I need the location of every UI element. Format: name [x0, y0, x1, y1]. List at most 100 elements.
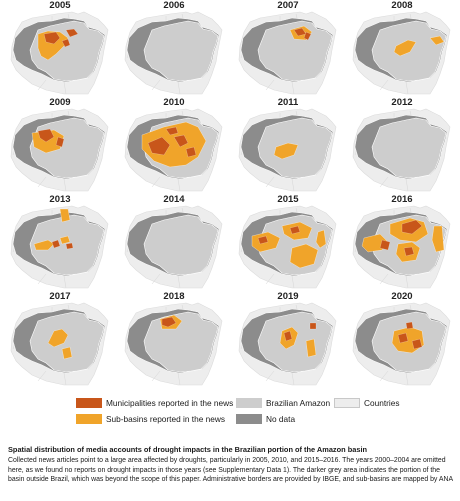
brazilian-amazon	[143, 214, 219, 276]
municipality-reported-area	[51, 239, 61, 249]
map-panel-2016: 2016	[346, 194, 458, 291]
municipality-reported-area	[65, 28, 79, 38]
map-panel-2007: 2007	[232, 0, 344, 97]
municipality-reported-area	[43, 31, 61, 45]
amazon-basin-map	[124, 205, 223, 289]
municipality-reported-area	[303, 31, 312, 41]
municipality-reported-area	[379, 239, 391, 251]
country-border	[291, 275, 295, 289]
country-border	[63, 178, 67, 192]
year-label: 2005	[49, 0, 71, 11]
municipality-reported-area	[37, 128, 55, 143]
amazon-basin-map	[352, 108, 451, 192]
year-label: 2011	[277, 97, 299, 108]
map-panel-2019: 2019	[232, 291, 344, 388]
municipality-reported-area	[283, 330, 293, 342]
amazon-basin-map	[10, 108, 109, 192]
country-border	[63, 81, 67, 95]
year-label: 2012	[391, 97, 413, 108]
amazon-basin-map	[238, 108, 337, 192]
country-border	[405, 275, 409, 289]
subbasin-reported-area	[431, 225, 445, 253]
year-label: 2020	[391, 291, 413, 302]
legend: Municipalities reported in the news Braz…	[76, 397, 406, 429]
map-panel-2017: 2017	[4, 291, 116, 388]
country-border	[63, 275, 67, 289]
country-border	[37, 273, 47, 285]
caption-title: Spatial distribution of media accounts o…	[8, 445, 368, 454]
map-panel-2005: 2005	[4, 0, 116, 97]
legend-swatch-subbasins	[76, 414, 102, 424]
country-border	[37, 79, 47, 91]
amazon-basin-map	[10, 302, 109, 386]
municipality-reported-area	[161, 316, 177, 328]
amazon-basin-map	[124, 11, 223, 95]
year-label: 2017	[49, 291, 71, 302]
year-label: 2007	[277, 0, 299, 11]
subbasin-reported-area	[289, 243, 319, 269]
map-panel-2008: 2008	[346, 0, 458, 97]
municipality-reported-area	[403, 246, 415, 257]
amazon-basin-map	[124, 108, 223, 192]
subbasin-reported-area	[59, 208, 71, 223]
amazon-basin-map	[238, 11, 337, 95]
country-border	[37, 370, 47, 382]
amazon-basin-map	[238, 205, 337, 289]
country-border	[177, 275, 181, 289]
country-border	[291, 81, 295, 95]
country-border	[37, 176, 47, 188]
legend-swatch-municipalities	[76, 398, 102, 408]
map-panel-2006: 2006	[118, 0, 230, 97]
legend-label-brazilian-amazon: Brazilian Amazon	[266, 398, 331, 408]
brazilian-amazon	[371, 117, 447, 179]
map-panel-2009: 2009	[4, 97, 116, 194]
country-border	[405, 178, 409, 192]
subbasin-reported-area	[305, 338, 317, 358]
country-border	[379, 273, 389, 285]
country-border	[265, 176, 275, 188]
small-multiple-map-grid: 2005 2006 2007 2008 2009 2010 2011 2012 2013 2014…	[4, 0, 458, 388]
subbasin-reported-area	[393, 39, 417, 57]
map-panel-2013: 2013	[4, 194, 116, 291]
figure-caption: Spatial distribution of media accounts o…	[8, 445, 454, 485]
subbasin-reported-area	[273, 142, 299, 160]
year-label: 2009	[49, 97, 71, 108]
municipality-reported-area	[257, 235, 269, 245]
municipality-reported-area	[147, 136, 171, 156]
map-panel-2012: 2012	[346, 97, 458, 194]
map-panel-2015: 2015	[232, 194, 344, 291]
year-label: 2013	[49, 194, 71, 205]
brazilian-amazon	[29, 311, 105, 373]
amazon-basin-map	[352, 302, 451, 386]
municipality-reported-area	[405, 321, 414, 330]
year-label: 2019	[277, 291, 299, 302]
brazilian-amazon	[257, 20, 333, 82]
municipality-reported-area	[61, 38, 71, 48]
municipality-reported-area	[397, 332, 409, 344]
municipality-reported-area	[173, 134, 189, 148]
country-border	[405, 81, 409, 95]
amazon-basin-map	[352, 11, 451, 95]
year-label: 2006	[163, 0, 185, 11]
country-border	[291, 372, 295, 386]
legend-swatch-countries	[334, 398, 360, 408]
year-label: 2008	[391, 0, 413, 11]
brazilian-amazon	[143, 20, 219, 82]
country-border	[177, 81, 181, 95]
country-border	[177, 372, 181, 386]
municipality-reported-area	[55, 136, 65, 148]
subbasin-reported-area	[59, 235, 71, 245]
municipality-reported-area	[165, 126, 179, 136]
map-panel-2014: 2014	[118, 194, 230, 291]
country-border	[379, 79, 389, 91]
country-border	[151, 79, 161, 91]
country-border	[405, 372, 409, 386]
municipality-reported-area	[289, 225, 301, 235]
municipality-reported-area	[401, 219, 423, 235]
year-label: 2018	[163, 291, 185, 302]
amazon-basin-map	[124, 302, 223, 386]
country-border	[265, 79, 275, 91]
country-border	[151, 370, 161, 382]
legend-swatch-no-data	[236, 414, 262, 424]
municipality-reported-area	[411, 338, 423, 350]
